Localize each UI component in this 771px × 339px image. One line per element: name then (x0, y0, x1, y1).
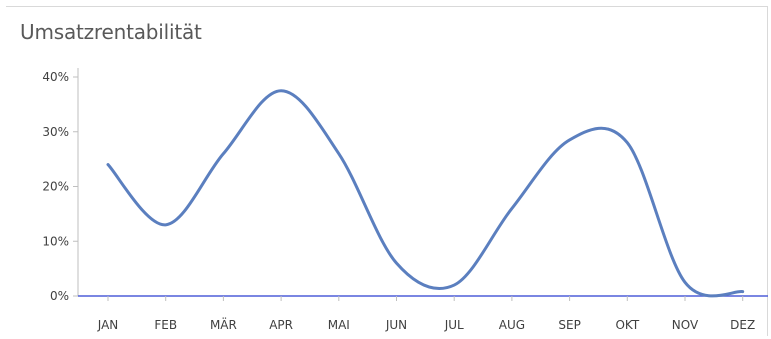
x-tick-label: DEZ (730, 318, 755, 332)
y-tick-label: 20% (42, 180, 69, 194)
series-group (106, 89, 745, 298)
x-tick-label: JUL (444, 318, 464, 332)
x-tick-label: MAI (328, 318, 350, 332)
x-axis-ticks: JAN FEB MÄR APR MAI JUN JUL AUG SEP OKT NOV DEZ (97, 296, 755, 332)
x-tick-label: NOV (672, 318, 699, 332)
chart-title: Umsatzrentabilität (20, 20, 202, 44)
axes (77, 68, 768, 297)
y-tick-label: 10% (42, 234, 69, 248)
series-line (106, 89, 745, 298)
y-axis-ticks: 0% 10% 20% 30% 40% (42, 70, 78, 303)
y-tick-label: 30% (42, 125, 69, 139)
x-tick-label: JUN (385, 318, 407, 332)
x-tick-label: FEB (154, 318, 177, 332)
x-tick-label: MÄR (210, 317, 237, 332)
y-tick-label: 0% (50, 289, 69, 303)
x-tick-label: SEP (558, 318, 580, 332)
x-tick-label: OKT (615, 318, 639, 332)
x-tick-label: AUG (499, 318, 525, 332)
x-tick-label: JAN (97, 318, 119, 332)
y-tick-label: 40% (42, 70, 69, 84)
x-tick-label: APR (269, 318, 293, 332)
